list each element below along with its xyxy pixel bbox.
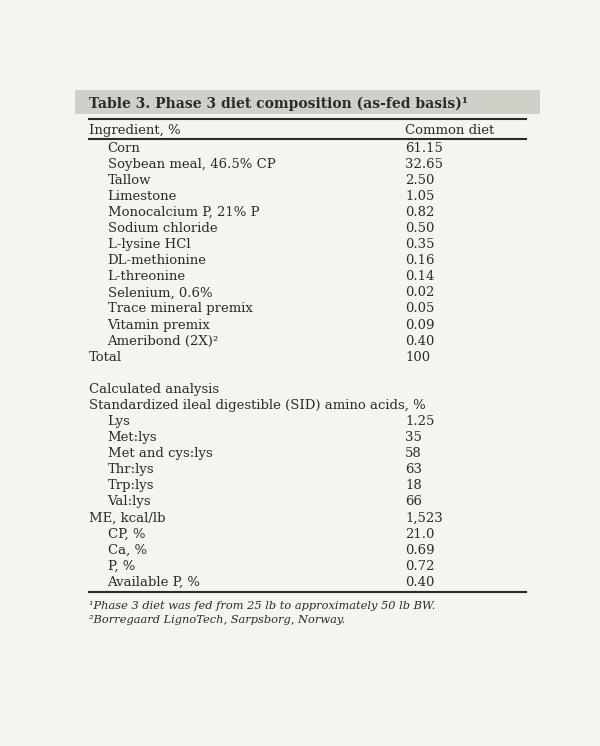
Text: 58: 58 bbox=[405, 447, 422, 460]
Text: Calculated analysis: Calculated analysis bbox=[89, 383, 219, 396]
Text: 18: 18 bbox=[405, 480, 422, 492]
FancyBboxPatch shape bbox=[75, 90, 540, 114]
Text: 1.05: 1.05 bbox=[405, 190, 434, 203]
Text: 0.50: 0.50 bbox=[405, 222, 434, 235]
Text: Table 3. Phase 3 diet composition (as-fed basis)¹: Table 3. Phase 3 diet composition (as-fe… bbox=[89, 97, 468, 111]
Text: Selenium, 0.6%: Selenium, 0.6% bbox=[107, 286, 212, 299]
Text: Monocalcium P, 21% P: Monocalcium P, 21% P bbox=[107, 206, 259, 219]
Text: Vitamin premix: Vitamin premix bbox=[107, 319, 211, 331]
Text: CP, %: CP, % bbox=[107, 527, 145, 541]
Text: Val:lys: Val:lys bbox=[107, 495, 151, 509]
Text: Common diet: Common diet bbox=[405, 125, 494, 137]
Text: 0.40: 0.40 bbox=[405, 335, 434, 348]
Text: Met and cys:lys: Met and cys:lys bbox=[107, 447, 212, 460]
Text: 0.02: 0.02 bbox=[405, 286, 434, 299]
Text: Soybean meal, 46.5% CP: Soybean meal, 46.5% CP bbox=[107, 157, 275, 171]
Text: 100: 100 bbox=[405, 351, 430, 364]
Text: Available P, %: Available P, % bbox=[107, 576, 200, 589]
Text: 63: 63 bbox=[405, 463, 422, 476]
Text: Lys: Lys bbox=[107, 415, 130, 428]
Text: 32.65: 32.65 bbox=[405, 157, 443, 171]
Text: 66: 66 bbox=[405, 495, 422, 509]
Text: 21.0: 21.0 bbox=[405, 527, 434, 541]
Text: Tallow: Tallow bbox=[107, 174, 151, 186]
Text: L-lysine HCl: L-lysine HCl bbox=[107, 238, 190, 251]
Text: Limestone: Limestone bbox=[107, 190, 177, 203]
Text: 0.16: 0.16 bbox=[405, 254, 434, 267]
Text: 0.69: 0.69 bbox=[405, 544, 435, 557]
Text: Ameribond (2X)²: Ameribond (2X)² bbox=[107, 335, 219, 348]
Text: Met:lys: Met:lys bbox=[107, 431, 157, 444]
Text: Trace mineral premix: Trace mineral premix bbox=[107, 302, 253, 316]
Text: DL-methionine: DL-methionine bbox=[107, 254, 206, 267]
Text: 0.05: 0.05 bbox=[405, 302, 434, 316]
Text: Corn: Corn bbox=[107, 142, 140, 154]
Text: ME, kcal/lb: ME, kcal/lb bbox=[89, 512, 166, 524]
Text: ²Borregaard LignoTech, Sarpsborg, Norway.: ²Borregaard LignoTech, Sarpsborg, Norway… bbox=[89, 615, 346, 624]
Text: 0.14: 0.14 bbox=[405, 270, 434, 283]
Text: 35: 35 bbox=[405, 431, 422, 444]
Text: Thr:lys: Thr:lys bbox=[107, 463, 154, 476]
Text: L-threonine: L-threonine bbox=[107, 270, 185, 283]
Text: Sodium chloride: Sodium chloride bbox=[107, 222, 217, 235]
Text: 61.15: 61.15 bbox=[405, 142, 443, 154]
Text: 0.82: 0.82 bbox=[405, 206, 434, 219]
Text: 0.35: 0.35 bbox=[405, 238, 434, 251]
Text: 0.09: 0.09 bbox=[405, 319, 434, 331]
Text: ¹Phase 3 diet was fed from 25 lb to approximately 50 lb BW.: ¹Phase 3 diet was fed from 25 lb to appr… bbox=[89, 601, 436, 611]
Text: 0.72: 0.72 bbox=[405, 560, 434, 573]
Text: 2.50: 2.50 bbox=[405, 174, 434, 186]
Text: 1.25: 1.25 bbox=[405, 415, 434, 428]
Text: Trp:lys: Trp:lys bbox=[107, 480, 154, 492]
Text: P, %: P, % bbox=[107, 560, 135, 573]
Text: Standardized ileal digestible (SID) amino acids, %: Standardized ileal digestible (SID) amin… bbox=[89, 399, 426, 412]
Text: 0.40: 0.40 bbox=[405, 576, 434, 589]
Text: Total: Total bbox=[89, 351, 122, 364]
Text: 1,523: 1,523 bbox=[405, 512, 443, 524]
Text: Ingredient, %: Ingredient, % bbox=[89, 125, 181, 137]
Text: Ca, %: Ca, % bbox=[107, 544, 146, 557]
